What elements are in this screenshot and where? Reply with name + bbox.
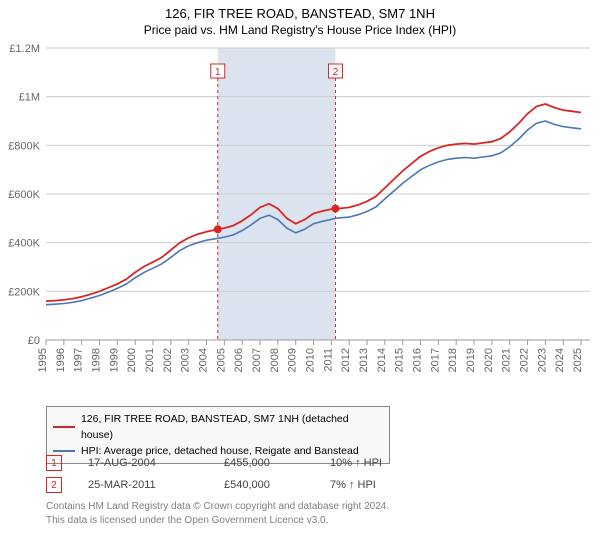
svg-text:2013: 2013: [358, 348, 370, 372]
svg-text:2024: 2024: [554, 348, 566, 372]
svg-text:£600K: £600K: [8, 189, 40, 201]
legend-label-red: 126, FIR TREE ROAD, BANSTEAD, SM7 1NH (d…: [81, 411, 383, 443]
svg-text:£200K: £200K: [8, 286, 40, 298]
svg-text:2005: 2005: [215, 348, 227, 372]
svg-text:2017: 2017: [429, 348, 441, 372]
page-subtitle: Price paid vs. HM Land Registry's House …: [0, 21, 600, 39]
svg-text:2006: 2006: [233, 348, 245, 372]
svg-text:2020: 2020: [483, 348, 495, 372]
svg-text:1998: 1998: [91, 348, 103, 372]
svg-text:2008: 2008: [269, 348, 281, 372]
svg-text:2019: 2019: [465, 348, 477, 372]
svg-text:2018: 2018: [447, 348, 459, 372]
svg-text:2009: 2009: [287, 348, 299, 372]
svg-text:£1.2M: £1.2M: [9, 43, 40, 55]
svg-text:1999: 1999: [108, 348, 120, 372]
transaction-pct: 10% ↑ HPI: [330, 457, 430, 469]
svg-text:2000: 2000: [126, 348, 138, 372]
svg-text:2015: 2015: [394, 348, 406, 372]
transaction-row: 2 25-MAR-2011 £540,000 7% ↑ HPI: [46, 474, 430, 496]
svg-text:£800K: £800K: [8, 140, 40, 152]
chart-svg: £0 £200K £400K £600K £800K £1M £1.2M 1995 1996 19…: [0, 40, 600, 400]
svg-text:2001: 2001: [144, 348, 156, 372]
footer-attribution: Contains HM Land Registry data © Crown c…: [46, 500, 389, 528]
transaction-pct: 7% ↑ HPI: [330, 479, 430, 491]
transaction-date: 17-AUG-2004: [88, 457, 218, 469]
price-chart: £0 £200K £400K £600K £800K £1M £1.2M 1995 1996 19…: [0, 40, 600, 400]
svg-text:1995: 1995: [37, 348, 49, 372]
svg-text:2007: 2007: [251, 348, 263, 372]
svg-text:1996: 1996: [55, 348, 67, 372]
transaction-marker-box: 2: [46, 477, 62, 493]
svg-text:1: 1: [215, 67, 221, 78]
svg-text:2002: 2002: [162, 348, 174, 372]
legend-swatch-red: [53, 426, 75, 428]
page-title: 126, FIR TREE ROAD, BANSTEAD, SM7 1NH: [0, 0, 600, 21]
svg-text:2025: 2025: [572, 348, 584, 372]
svg-text:2016: 2016: [412, 348, 424, 372]
footer-line-2: This data is licensed under the Open Gov…: [46, 514, 389, 528]
svg-text:1997: 1997: [73, 348, 85, 372]
svg-text:2023: 2023: [536, 348, 548, 372]
transaction-row: 1 17-AUG-2004 £455,000 10% ↑ HPI: [46, 452, 430, 474]
svg-text:2014: 2014: [376, 348, 388, 372]
transaction-date: 25-MAR-2011: [88, 479, 218, 491]
transactions-table: 1 17-AUG-2004 £455,000 10% ↑ HPI 2 25-MA…: [46, 452, 430, 496]
svg-text:2: 2: [333, 67, 339, 78]
svg-text:£400K: £400K: [8, 238, 40, 250]
svg-text:2010: 2010: [305, 348, 317, 372]
transaction-price: £540,000: [224, 479, 324, 491]
transaction-price: £455,000: [224, 457, 324, 469]
svg-text:2011: 2011: [322, 348, 334, 372]
svg-text:£0: £0: [28, 335, 40, 347]
svg-text:2021: 2021: [501, 348, 513, 372]
transaction-marker-box: 1: [46, 455, 62, 471]
svg-text:£1M: £1M: [19, 92, 40, 104]
svg-text:2004: 2004: [198, 348, 210, 372]
svg-text:2012: 2012: [340, 348, 352, 372]
footer-line-1: Contains HM Land Registry data © Crown c…: [46, 500, 389, 514]
svg-text:2003: 2003: [180, 348, 192, 372]
legend-item-red: 126, FIR TREE ROAD, BANSTEAD, SM7 1NH (d…: [53, 411, 383, 443]
svg-text:2022: 2022: [519, 348, 531, 372]
